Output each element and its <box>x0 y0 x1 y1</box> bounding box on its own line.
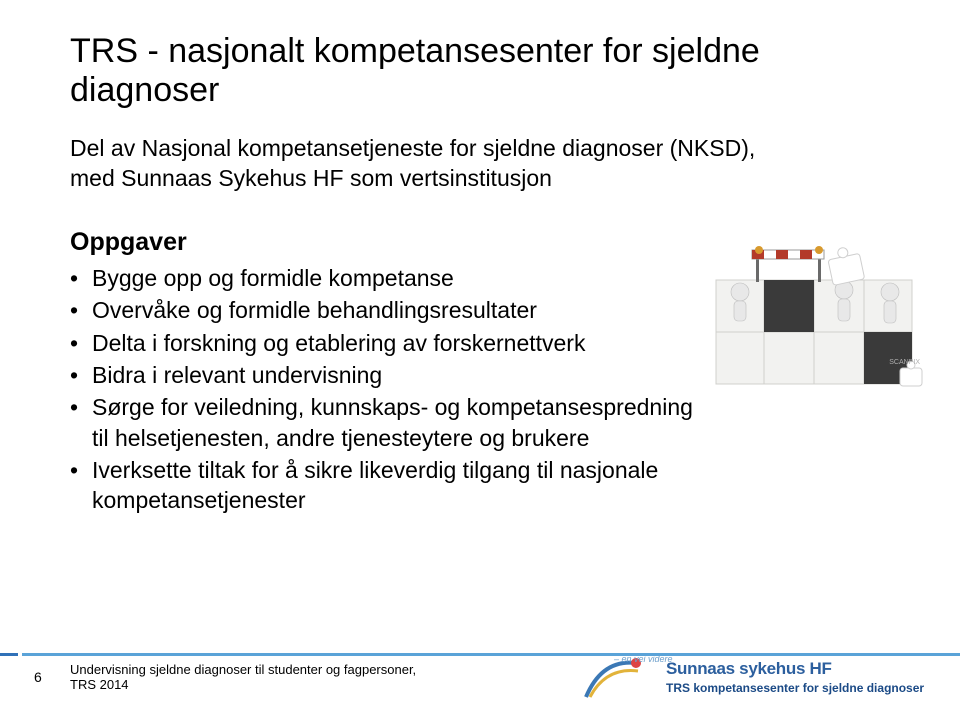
footer: 6 Undervisning sjeldne diagnoser til stu… <box>0 647 960 707</box>
bullet-item: Bygge opp og formidle kompetanse <box>70 263 710 293</box>
footer-line-1: Undervisning sjeldne diagnoser til stude… <box>70 662 416 678</box>
slide: TRS - nasjonalt kompetansesenter for sje… <box>0 0 960 707</box>
bullet-list: Bygge opp og formidle kompetanse Overvåk… <box>70 263 710 516</box>
slide-title: TRS - nasjonalt kompetansesenter for sje… <box>70 32 914 110</box>
logo-tagline: – en vei videre <box>614 654 673 664</box>
bullet-item: Delta i forskning og etablering av forsk… <box>70 328 710 358</box>
svg-text:SCANPIX: SCANPIX <box>889 359 920 366</box>
bullet-item: Bidra i relevant undervisning <box>70 360 710 390</box>
logo-name: Sunnaas sykehus HF <box>666 659 924 679</box>
puzzle-image: SCANPIX <box>704 236 924 392</box>
footer-text: Undervisning sjeldne diagnoser til stude… <box>70 662 416 693</box>
bullet-item: Overvåke og formidle behandlingsresultat… <box>70 295 710 325</box>
page-number: 6 <box>34 669 42 685</box>
bullet-item: Sørge for veiledning, kunnskaps- og komp… <box>70 392 710 453</box>
slide-subtitle: Del av Nasjonal kompetansetjeneste for s… <box>70 134 790 194</box>
footer-line-2: TRS 2014 <box>70 677 416 693</box>
bullet-item: Iverksette tiltak for å sikre likeverdig… <box>70 455 710 516</box>
logo-sub: TRS kompetansesenter for sjeldne diagnos… <box>666 681 924 695</box>
logo-area: – en vei videre Sunnaas sykehus HF TRS k… <box>566 651 946 707</box>
